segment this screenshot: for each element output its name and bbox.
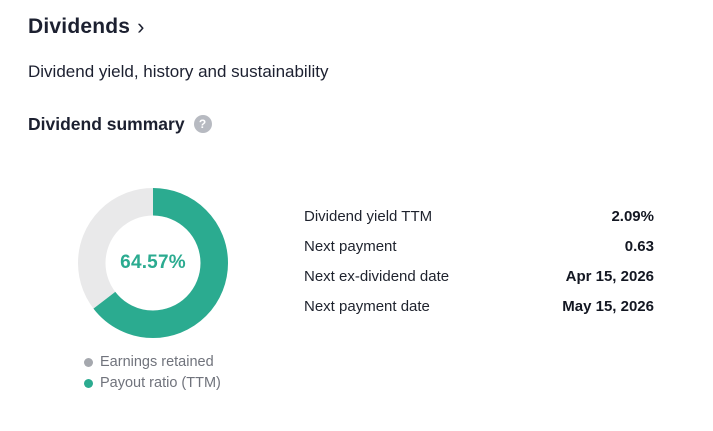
donut-center-label: 64.57% (120, 252, 186, 273)
section-heading: Dividend summary (28, 114, 185, 134)
row-label: Next payment date (304, 297, 430, 315)
table-row: Dividend yield TTM 2.09% (304, 201, 654, 231)
chart-column: 64.57% Earnings retained Payout ratio (TT… (77, 187, 229, 394)
chart-legend: Earnings retained Payout ratio (TTM) (84, 352, 229, 394)
legend-label: Payout ratio (TTM) (100, 375, 221, 391)
dividend-summary-header: Dividend summary ? (28, 112, 685, 136)
dividend-summary-table: Dividend yield TTM 2.09% Next payment 0.63 N… (304, 201, 654, 321)
legend-dot-icon (84, 358, 93, 367)
chevron-right-icon: › (137, 14, 145, 39)
table-row: Next payment date May 15, 2026 (304, 291, 654, 321)
row-label: Next payment (304, 237, 397, 255)
table-row: Next ex-dividend date Apr 15, 2026 (304, 261, 654, 291)
help-icon[interactable]: ? (193, 115, 212, 133)
page-subtitle: Dividend yield, history and sustainabili… (28, 62, 329, 81)
page-title: Dividends (28, 15, 131, 38)
legend-label: Earnings retained (100, 354, 214, 370)
row-label: Next ex-dividend date (304, 267, 450, 285)
row-value: Apr 15, 2026 (565, 267, 654, 285)
row-value: May 15, 2026 (562, 297, 654, 315)
row-label: Dividend yield TTM (304, 207, 433, 225)
donut-svg (78, 188, 228, 338)
legend-item: Earnings retained (84, 352, 229, 373)
dividends-section-link[interactable]: Dividends › (28, 14, 144, 40)
donut-payout-segment (78, 188, 228, 338)
dividend-summary-body: 64.57% Earnings retained Payout ratio (TT… (28, 187, 685, 394)
table-row: Next payment 0.63 (304, 231, 654, 261)
legend-dot-icon (84, 379, 93, 388)
payout-ratio-donut-chart: 64.57% (77, 187, 229, 339)
row-value: 2.09% (611, 207, 654, 225)
row-value: 0.63 (624, 237, 654, 255)
legend-item: Payout ratio (TTM) (84, 373, 229, 394)
